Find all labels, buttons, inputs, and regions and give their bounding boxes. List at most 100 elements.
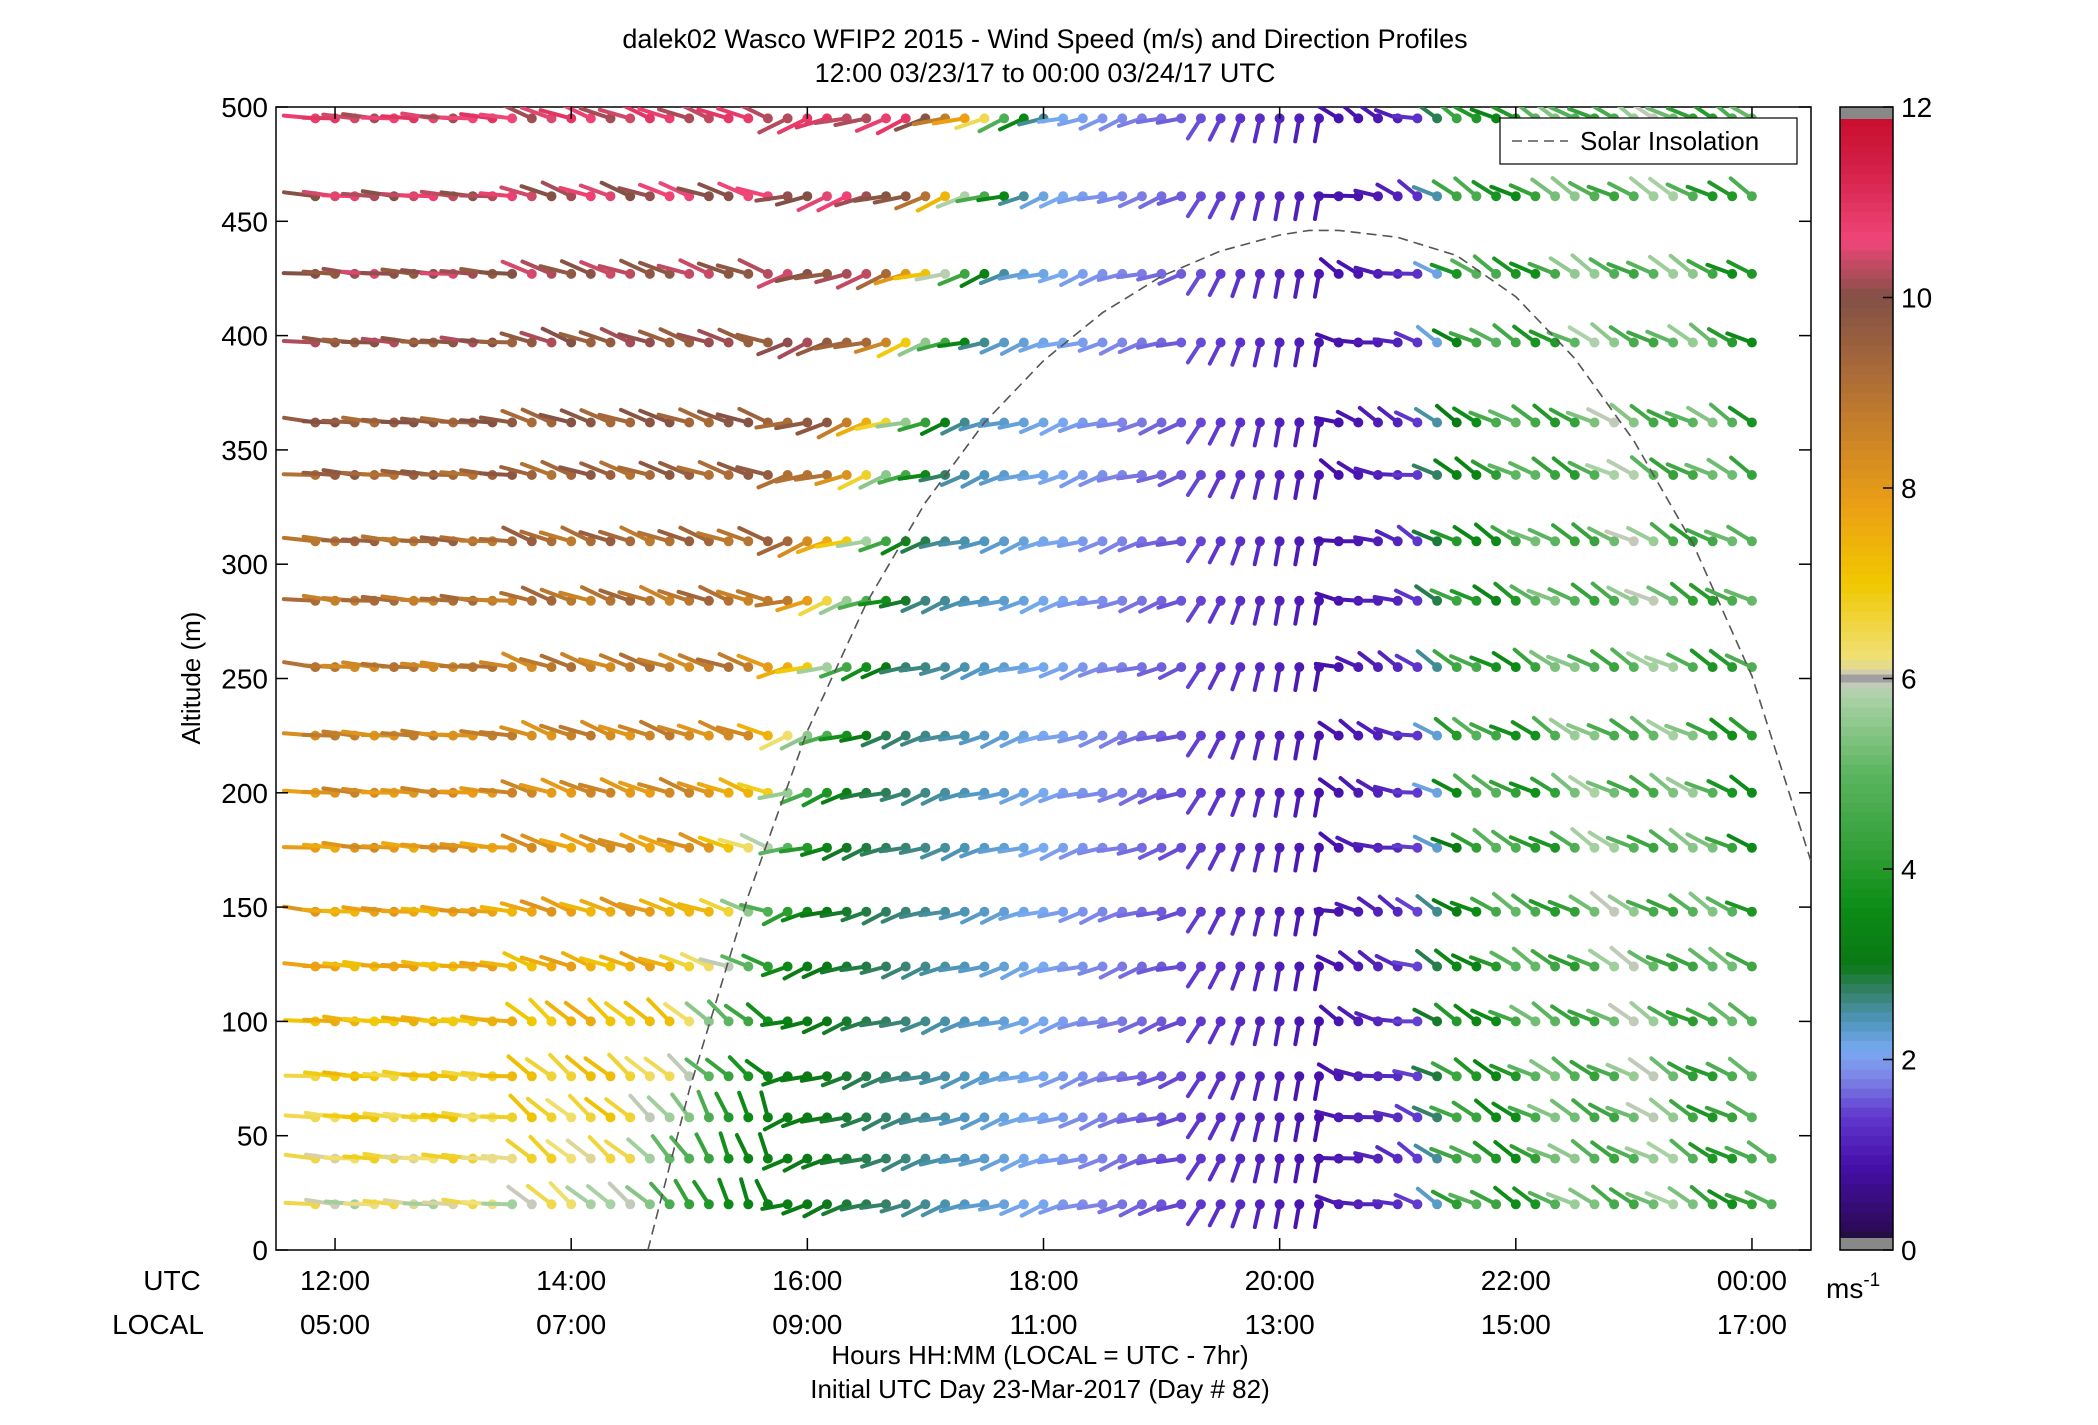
wind-barb — [649, 1181, 675, 1210]
wind-barb — [1590, 1140, 1620, 1164]
wind-barb — [1667, 1186, 1698, 1210]
wind-barb — [1726, 524, 1757, 547]
wind-barb — [1548, 954, 1580, 972]
wind-barb — [499, 465, 537, 480]
wind-barb — [1705, 262, 1738, 279]
wind-barb — [1725, 331, 1757, 348]
wind-barb — [1156, 787, 1187, 801]
colorbar-unit-base: ms — [1826, 1273, 1863, 1304]
colorbar-strip — [1840, 459, 1893, 470]
x-axis-label: Hours HH:MM (LOCAL = UTC - 7hr) — [831, 1340, 1248, 1370]
wind-barb — [1411, 185, 1443, 202]
wind-barb — [1669, 1138, 1698, 1164]
wind-barb — [900, 1016, 931, 1033]
wind-barb — [757, 787, 793, 801]
wind-barb — [1156, 1199, 1187, 1212]
wind-barb — [501, 525, 537, 547]
wind-barb — [697, 328, 734, 348]
wind-barb — [714, 1091, 734, 1123]
wind-barb — [560, 525, 596, 547]
wind-barb — [872, 191, 911, 205]
wind-barb — [841, 662, 872, 682]
wind-barb — [761, 906, 793, 927]
wind-barb — [1273, 961, 1285, 992]
wind-barb — [814, 268, 852, 285]
wind-barb — [1252, 906, 1265, 937]
wind-barb — [1078, 536, 1108, 553]
wind-barb — [1156, 1112, 1187, 1127]
colorbar-strip — [1840, 773, 1893, 784]
wind-barb — [1293, 337, 1305, 368]
wind-barb — [1491, 1101, 1521, 1123]
wind-barb — [1313, 961, 1324, 992]
wind-barb — [1439, 107, 1462, 124]
wind-barb — [1629, 715, 1659, 741]
colorbar-strip — [1840, 411, 1893, 422]
wind-barb — [1724, 1145, 1757, 1164]
wind-barb — [1079, 906, 1108, 925]
wind-barb — [560, 833, 596, 853]
wind-barb — [1727, 1056, 1757, 1082]
wind-barb — [1252, 337, 1265, 368]
wind-barb — [670, 1092, 695, 1123]
wind-barb — [1252, 662, 1265, 692]
wind-barb — [1185, 1153, 1206, 1181]
wind-barb — [637, 107, 675, 124]
wind-barb — [876, 337, 911, 359]
colorbar-strip — [1840, 1002, 1893, 1013]
wind-barb — [798, 595, 832, 617]
wind-barb — [757, 1132, 773, 1164]
y-tick-label: 200 — [221, 778, 268, 809]
wind-barb — [1469, 955, 1502, 972]
wind-barb — [1273, 337, 1285, 368]
wind-barb — [919, 662, 951, 676]
wind-barb — [578, 782, 616, 798]
wind-barb — [1056, 961, 1088, 973]
wind-barb — [1549, 830, 1580, 853]
wind-barb — [1570, 827, 1600, 853]
wind-barb — [1588, 1102, 1620, 1123]
wind-barb — [696, 531, 734, 547]
wind-barb — [1587, 526, 1620, 547]
wind-barb — [1293, 1199, 1305, 1230]
wind-barb — [1430, 836, 1462, 853]
wind-barb — [698, 584, 734, 606]
wind-barb — [1511, 404, 1541, 428]
utc-tick-label: 20:00 — [1245, 1265, 1315, 1296]
wind-barb — [1136, 662, 1167, 677]
wind-barb — [1312, 337, 1324, 368]
wind-barb — [603, 1139, 636, 1164]
wind-barb — [1723, 588, 1757, 606]
wind-barb — [1207, 595, 1226, 624]
wind-barb — [1551, 1056, 1580, 1082]
wind-barb — [819, 1112, 852, 1124]
wind-barb — [900, 787, 931, 807]
wind-barb — [1727, 1002, 1757, 1027]
wind-barb — [1059, 268, 1088, 287]
wind-barb — [1000, 961, 1029, 981]
wind-barb — [835, 536, 872, 549]
colorbar-strip — [1840, 364, 1893, 375]
y-tick-label: 300 — [221, 549, 268, 580]
wind-barb — [1508, 835, 1541, 853]
wind-barb — [1471, 180, 1502, 202]
wind-barb — [1097, 787, 1128, 803]
wind-barb — [1449, 900, 1482, 917]
colorbar-strip — [1840, 888, 1893, 899]
wind-barb — [538, 530, 577, 547]
wind-barb — [741, 953, 773, 972]
wind-barb — [580, 719, 616, 741]
colorbar-strip — [1840, 116, 1893, 127]
wind-barb — [1341, 107, 1364, 124]
wind-barb — [1415, 1186, 1443, 1210]
wind-barb — [1508, 183, 1541, 202]
wind-barb — [1433, 1002, 1462, 1027]
colorbar-strip — [1840, 468, 1893, 480]
wind-barb — [1689, 648, 1718, 673]
wind-barb — [1185, 662, 1206, 689]
wind-barb — [1707, 1189, 1738, 1210]
wind-barb — [1724, 900, 1757, 917]
wind-barb — [1728, 717, 1757, 741]
wind-barb — [1570, 253, 1600, 279]
colorbar-strip — [1840, 1011, 1893, 1022]
